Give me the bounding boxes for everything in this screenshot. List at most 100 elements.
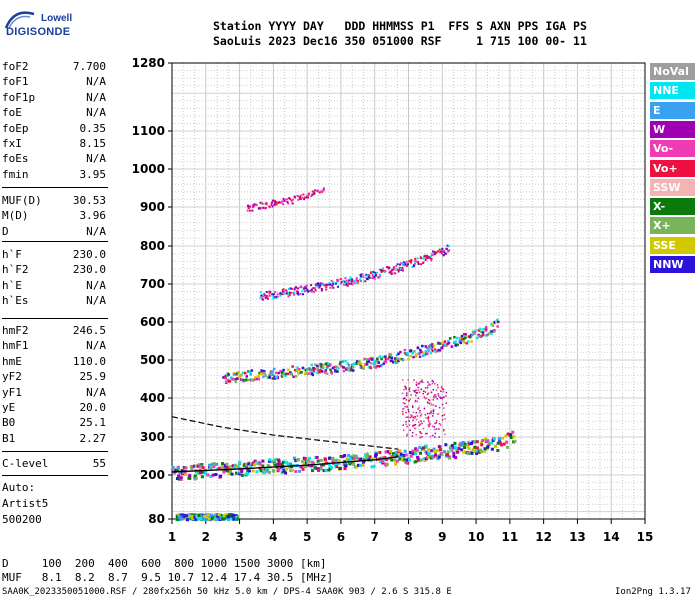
echo-point — [420, 420, 422, 422]
echo-point — [261, 202, 264, 205]
echo-point — [352, 369, 355, 372]
echo-point — [429, 435, 432, 438]
logo-main-text: DIGISONDE — [6, 26, 71, 38]
echo-point — [479, 441, 483, 445]
echo-point — [287, 292, 290, 295]
echo-point — [276, 293, 279, 296]
echo-point — [384, 360, 388, 363]
echo-point — [432, 412, 435, 415]
echo-point — [193, 474, 197, 478]
echo-point — [287, 288, 290, 291]
echo-point — [201, 466, 205, 470]
echo-point — [396, 459, 400, 463]
echo-point — [442, 430, 445, 432]
echo-point — [249, 205, 252, 208]
echo-point — [462, 339, 465, 343]
echo-point — [252, 461, 256, 465]
echo-point — [479, 335, 483, 339]
echo-point — [190, 467, 194, 471]
echo-point — [370, 358, 374, 361]
echo-point — [438, 349, 442, 352]
param-value: 110.0 — [72, 354, 106, 368]
echo-point — [469, 442, 473, 446]
echo-point — [346, 284, 349, 287]
echo-point — [441, 247, 444, 250]
echo-point — [273, 464, 277, 468]
echo-point — [193, 517, 197, 521]
echo-point — [352, 462, 356, 466]
echo-point — [386, 266, 389, 269]
echo-point — [271, 294, 274, 297]
echo-point — [408, 388, 410, 391]
echo-point — [236, 465, 240, 469]
echo-point — [262, 295, 265, 298]
echo-point — [423, 396, 426, 398]
echo-point — [414, 259, 417, 262]
param-value: 230.0 — [72, 248, 106, 261]
echo-point — [261, 459, 265, 463]
echo-point — [441, 419, 444, 421]
echo-point — [436, 398, 438, 400]
echo-point — [385, 462, 389, 466]
echo-point — [398, 266, 401, 269]
echo-point — [312, 370, 316, 374]
echo-point — [393, 458, 397, 462]
echo-point — [290, 468, 294, 472]
echo-point — [427, 384, 429, 387]
echo-point — [418, 424, 420, 427]
echo-point — [432, 380, 435, 383]
echo-point — [191, 516, 195, 520]
echo-point — [431, 379, 434, 382]
echo-point — [273, 375, 276, 378]
echo-point — [414, 460, 418, 464]
echo-point — [282, 197, 285, 200]
echo-point — [407, 358, 410, 361]
echo-point — [416, 457, 420, 461]
echo-point — [330, 279, 333, 282]
echo-point — [421, 344, 424, 348]
echo-point — [178, 516, 182, 520]
echo-point — [349, 278, 352, 281]
param-value: 0.35 — [79, 121, 107, 135]
x-tick-label: 9 — [438, 530, 446, 544]
echo-point — [350, 369, 353, 372]
auto-line: Auto: — [2, 481, 36, 494]
echo-point — [321, 366, 325, 370]
echo-point — [294, 469, 298, 473]
echo-point — [210, 516, 214, 520]
echo-point — [321, 283, 324, 286]
echo-point — [245, 375, 249, 378]
echo-point — [378, 268, 381, 271]
echo-point — [191, 465, 195, 469]
echo-point — [406, 425, 408, 428]
echo-point — [412, 411, 415, 413]
echo-point — [306, 289, 309, 292]
echo-point — [395, 268, 398, 271]
echo-point — [263, 369, 266, 373]
echo-point — [423, 420, 425, 423]
echo-point — [434, 432, 437, 435]
echo-point — [406, 394, 408, 396]
echo-point — [226, 469, 230, 473]
echo-point — [496, 441, 500, 445]
echo-point — [426, 401, 429, 404]
echo-point — [216, 467, 220, 471]
echo-point — [414, 447, 418, 451]
echo-point — [426, 352, 429, 355]
echo-point — [237, 371, 240, 374]
echo-point — [282, 288, 285, 291]
echo-point — [450, 449, 454, 453]
echo-point — [428, 402, 431, 405]
echo-point — [304, 196, 307, 199]
echo-point — [305, 196, 308, 199]
echo-point — [424, 391, 427, 393]
echo-point — [248, 370, 252, 373]
echo-point — [412, 419, 414, 422]
echo-point — [325, 288, 328, 291]
param-row-foes: foEs N/A — [2, 151, 106, 167]
echo-point — [415, 394, 417, 397]
header-line-1: Station YYYY DAY DDD HHMMSS P1 FFS S AXN… — [213, 19, 587, 33]
echo-point — [326, 365, 329, 369]
echo-point — [424, 345, 428, 348]
